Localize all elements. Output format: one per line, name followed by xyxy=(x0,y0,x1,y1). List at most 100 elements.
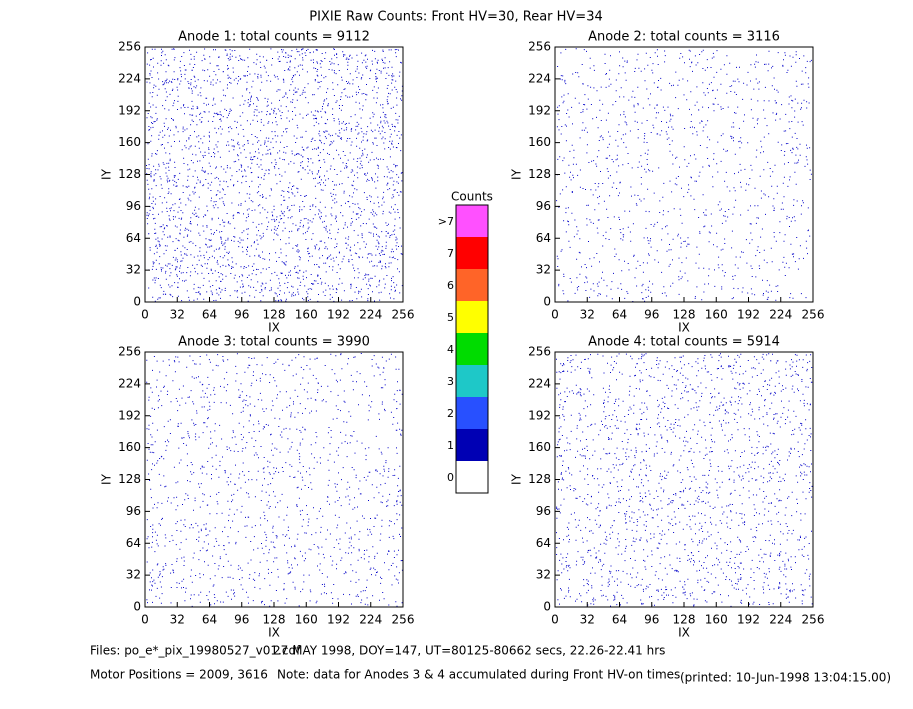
y-tick-label: 224 xyxy=(118,71,141,85)
x-tick-label: 192 xyxy=(737,613,760,627)
y-tick-label: 224 xyxy=(528,376,551,390)
x-tick-label: 224 xyxy=(769,308,792,322)
y-tick-label: 128 xyxy=(528,167,551,181)
colorbar-label: 5 xyxy=(447,311,454,324)
x-tick-label: 128 xyxy=(673,613,696,627)
y-axis-label: IY xyxy=(100,473,114,485)
colorbar-cell xyxy=(456,397,488,429)
x-tick-label: 256 xyxy=(392,308,415,322)
x-tick-label: 192 xyxy=(327,613,350,627)
x-tick-label: 224 xyxy=(769,613,792,627)
colorbar-title: Counts xyxy=(451,190,493,204)
x-tick-label: 96 xyxy=(644,613,659,627)
colorbar-label: 1 xyxy=(447,439,454,452)
footer-note: Note: data for Anodes 3 & 4 accumulated … xyxy=(277,668,680,682)
x-tick-label: 64 xyxy=(612,613,627,627)
x-tick-label: 32 xyxy=(580,613,595,627)
footer-motor: Motor Positions = 2009, 3616 xyxy=(90,668,268,682)
page-title: PIXIE Raw Counts: Front HV=30, Rear HV=3… xyxy=(309,10,603,25)
x-tick-label: 96 xyxy=(234,308,249,322)
colorbar-label: 7 xyxy=(447,247,454,260)
y-axis-label: IY xyxy=(510,168,524,180)
x-tick-label: 128 xyxy=(673,308,696,322)
x-tick-label: 192 xyxy=(737,308,760,322)
colorbar-label: 0 xyxy=(447,471,454,484)
x-tick-label: 0 xyxy=(141,613,149,627)
pixel-texture xyxy=(556,48,812,303)
y-tick-label: 192 xyxy=(528,408,551,422)
x-tick-label: 256 xyxy=(392,613,415,627)
y-tick-label: 96 xyxy=(126,199,141,213)
colorbar-cell xyxy=(456,461,488,493)
pixel-texture xyxy=(146,353,403,607)
x-tick-label: 160 xyxy=(705,308,728,322)
y-tick-label: 0 xyxy=(133,295,141,309)
y-tick-label: 256 xyxy=(528,345,551,359)
y-tick-label: 160 xyxy=(118,440,141,454)
y-tick-label: 192 xyxy=(118,408,141,422)
y-tick-label: 0 xyxy=(133,600,141,614)
y-tick-label: 96 xyxy=(536,504,551,518)
panel-title: Anode 4: total counts = 5914 xyxy=(588,335,780,350)
pixel-texture xyxy=(146,48,403,302)
colorbar-cell xyxy=(456,269,488,301)
y-tick-label: 32 xyxy=(536,568,551,582)
y-tick-label: 32 xyxy=(536,263,551,277)
y-tick-label: 0 xyxy=(543,295,551,309)
y-tick-label: 192 xyxy=(118,103,141,117)
x-axis-label: IX xyxy=(678,321,690,335)
x-tick-label: 64 xyxy=(202,308,217,322)
colorbar-cell xyxy=(456,205,488,237)
colorbar-frame xyxy=(455,204,489,494)
colorbar-label: 6 xyxy=(447,279,454,292)
panel-title: Anode 1: total counts = 9112 xyxy=(178,30,370,45)
footer-printed: (printed: 10-Jun-1998 13:04:15.00) xyxy=(680,671,891,685)
y-axis-label: IY xyxy=(510,473,524,485)
x-tick-label: 0 xyxy=(551,308,559,322)
x-tick-label: 256 xyxy=(802,308,825,322)
y-tick-label: 160 xyxy=(528,440,551,454)
y-tick-label: 128 xyxy=(528,472,551,486)
x-tick-label: 128 xyxy=(263,308,286,322)
x-tick-label: 32 xyxy=(170,308,185,322)
x-tick-label: 160 xyxy=(295,613,318,627)
footer-files: Files: po_e*_pix_19980527_v01.cdf xyxy=(90,644,301,658)
y-tick-label: 160 xyxy=(118,135,141,149)
y-tick-label: 96 xyxy=(536,199,551,213)
y-tick-label: 64 xyxy=(536,536,551,550)
colorbar-label: 3 xyxy=(447,375,454,388)
y-tick-label: 32 xyxy=(126,263,141,277)
y-tick-label: 0 xyxy=(543,600,551,614)
colorbar-cell xyxy=(456,429,488,461)
x-tick-label: 160 xyxy=(295,308,318,322)
y-tick-label: 192 xyxy=(528,103,551,117)
y-tick-label: 256 xyxy=(528,40,551,54)
y-tick-label: 64 xyxy=(126,231,141,245)
y-tick-label: 256 xyxy=(118,40,141,54)
colorbar-label: 2 xyxy=(447,407,454,420)
x-tick-label: 224 xyxy=(359,613,382,627)
x-axis-label: IX xyxy=(268,321,280,335)
panel-title: Anode 2: total counts = 3116 xyxy=(588,30,780,45)
y-tick-label: 128 xyxy=(118,167,141,181)
x-tick-label: 0 xyxy=(551,613,559,627)
x-tick-label: 160 xyxy=(705,613,728,627)
plot-frame xyxy=(144,351,404,608)
pixel-texture xyxy=(556,353,813,607)
y-tick-label: 64 xyxy=(536,231,551,245)
x-tick-label: 96 xyxy=(644,308,659,322)
y-tick-label: 128 xyxy=(118,472,141,486)
x-tick-label: 64 xyxy=(202,613,217,627)
y-tick-label: 96 xyxy=(126,504,141,518)
footer-date: 27 MAY 1998, DOY=147, UT=80125-80662 sec… xyxy=(273,644,665,658)
x-tick-label: 192 xyxy=(327,308,350,322)
colorbar-label: 4 xyxy=(447,343,454,356)
plot-frame xyxy=(554,351,814,608)
panel-title: Anode 3: total counts = 3990 xyxy=(178,335,370,350)
y-axis-label: IY xyxy=(100,168,114,180)
x-axis-label: IX xyxy=(268,626,280,640)
x-tick-label: 224 xyxy=(359,308,382,322)
x-tick-label: 128 xyxy=(263,613,286,627)
colorbar-cell xyxy=(456,237,488,269)
